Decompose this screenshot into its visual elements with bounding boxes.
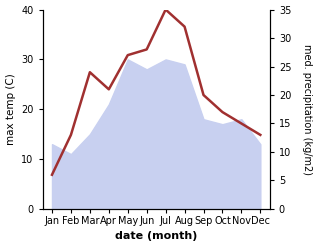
Y-axis label: max temp (C): max temp (C) — [5, 73, 16, 145]
X-axis label: date (month): date (month) — [115, 231, 197, 242]
Y-axis label: med. precipitation (kg/m2): med. precipitation (kg/m2) — [302, 44, 313, 175]
